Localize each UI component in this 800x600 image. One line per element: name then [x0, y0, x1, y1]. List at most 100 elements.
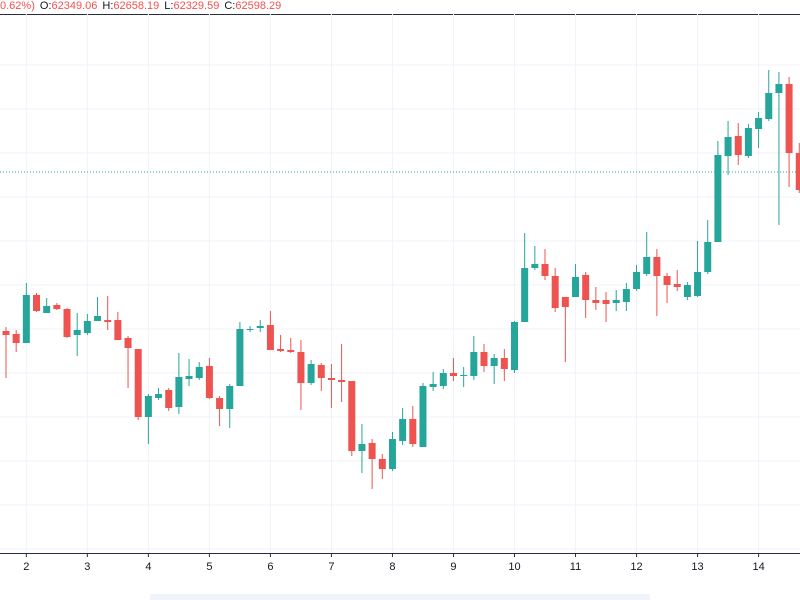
- candle-body: [205, 366, 213, 398]
- x-tick-label: 8: [389, 561, 395, 573]
- scroll-bar: [150, 594, 650, 600]
- candle-body: [490, 358, 498, 366]
- candle-body: [663, 276, 671, 285]
- candle-body: [185, 376, 193, 379]
- candle-body: [175, 377, 183, 407]
- open-label: O:: [39, 0, 52, 12]
- candle-body: [104, 320, 112, 322]
- candle-body: [439, 373, 447, 386]
- legend-header: 0.62%) O:62349.06 H:62658.19 L:62329.59 C:62…: [0, 0, 800, 14]
- x-tick-label: 11: [570, 561, 581, 573]
- change: 0.62%): [0, 0, 35, 12]
- candle-body: [795, 153, 800, 190]
- candle-body: [134, 349, 142, 417]
- candle-body: [63, 309, 71, 337]
- x-tick-label: 4: [145, 561, 151, 573]
- candle-body: [541, 264, 549, 276]
- candle-body: [114, 320, 122, 340]
- candle-body: [470, 352, 478, 376]
- candle-body: [429, 384, 437, 387]
- candle-body: [704, 242, 712, 272]
- x-tick-label: 10: [508, 561, 520, 573]
- x-tick-label: 2: [23, 561, 29, 573]
- candle-body: [622, 289, 630, 302]
- candle-body: [531, 264, 539, 268]
- candle-body: [724, 137, 732, 156]
- candle-body: [755, 118, 763, 129]
- candle-body: [195, 367, 203, 378]
- candle-body: [358, 444, 366, 451]
- candle-body: [744, 128, 752, 156]
- x-tick-label: 14: [752, 561, 764, 573]
- candle-body: [307, 364, 315, 383]
- candle-body: [22, 295, 30, 343]
- candle-body: [266, 325, 274, 350]
- candle-body: [277, 349, 285, 351]
- candle-body: [124, 338, 132, 348]
- candle-body: [338, 380, 346, 382]
- candle-body: [409, 419, 417, 444]
- x-tick-label: 5: [206, 561, 212, 573]
- candle-body: [327, 378, 335, 380]
- high-label: H:: [102, 0, 114, 12]
- candle-body: [734, 136, 742, 155]
- high-value: 62658.19: [113, 0, 160, 12]
- candle-body: [73, 330, 81, 335]
- candle-body: [348, 381, 356, 451]
- candle-body: [368, 443, 376, 459]
- candle-body: [216, 398, 224, 409]
- candle-body: [561, 297, 569, 307]
- candle-body: [297, 352, 305, 383]
- candle-body: [694, 272, 702, 296]
- candle-body: [378, 459, 386, 469]
- candle-body: [43, 306, 51, 313]
- candle-body: [246, 329, 254, 330]
- candle-body: [236, 329, 244, 386]
- candle-body: [449, 373, 457, 376]
- candle-body: [785, 84, 793, 153]
- candle-body: [572, 277, 580, 297]
- candle-body: [317, 365, 325, 378]
- x-tick-label: 12: [630, 561, 642, 573]
- low-value: 62329.59: [173, 0, 220, 12]
- candle-body: [388, 439, 396, 469]
- candle-body: [673, 284, 681, 287]
- x-tick-label: 13: [691, 561, 703, 573]
- candle-body: [460, 375, 468, 376]
- candle-body: [551, 276, 559, 308]
- candle-body: [12, 334, 20, 343]
- candle-body: [226, 386, 234, 409]
- candle-body: [653, 257, 661, 276]
- candle-body: [480, 352, 488, 366]
- candle-body: [633, 272, 641, 289]
- candle-body: [155, 394, 163, 398]
- candle-body: [399, 419, 407, 441]
- open-value: 62349.06: [51, 0, 98, 12]
- candle-body: [612, 300, 620, 303]
- candle-body: [2, 331, 10, 335]
- close-value: 62598.29: [235, 0, 282, 12]
- candle-body: [775, 84, 783, 93]
- x-tick-label: 9: [450, 561, 456, 573]
- x-tick-label: 6: [267, 561, 273, 573]
- candle-body: [419, 386, 427, 447]
- candle-body: [602, 300, 610, 304]
- candle-body: [500, 358, 508, 369]
- close-label: C:: [224, 0, 236, 12]
- candle-body: [683, 285, 691, 297]
- candle-body: [256, 326, 264, 328]
- candle-body: [582, 275, 590, 300]
- candle-body: [765, 93, 773, 119]
- candle-body: [643, 257, 651, 274]
- low-label: L:: [164, 0, 174, 12]
- candle-body: [714, 155, 722, 242]
- candle-body: [33, 295, 41, 311]
- candle-body: [287, 350, 295, 352]
- candle-body: [592, 300, 600, 303]
- x-tick-label: 7: [328, 561, 334, 573]
- candle-body: [144, 396, 152, 417]
- candle-body: [94, 316, 102, 321]
- candle-body: [521, 268, 529, 322]
